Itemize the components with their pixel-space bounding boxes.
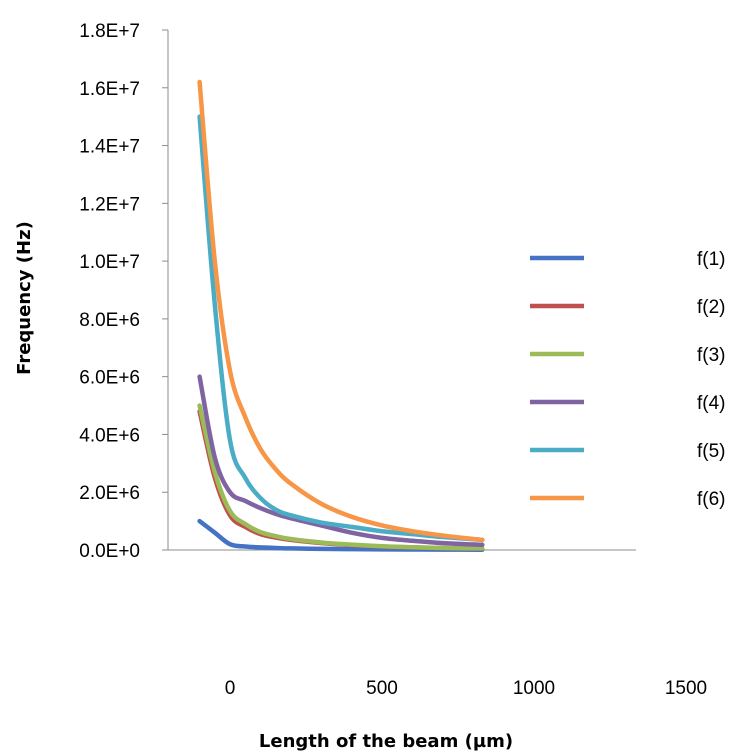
legend-label-3: f(3) bbox=[697, 345, 726, 366]
series-line-4 bbox=[197, 374, 485, 548]
y-tick-label: 4.0E+6 bbox=[79, 425, 140, 446]
y-tick-label: 6.0E+6 bbox=[79, 368, 140, 389]
legend-label-2: f(2) bbox=[697, 297, 726, 318]
x-tick-label: 0 bbox=[225, 678, 236, 699]
y-tick-label: 2.0E+6 bbox=[79, 483, 140, 504]
x-tick-label: 1500 bbox=[665, 678, 707, 699]
series-lines bbox=[197, 79, 485, 552]
x-axis-ticks: 0 500 1000 1500 bbox=[225, 678, 707, 699]
legend-label-1: f(1) bbox=[697, 249, 726, 270]
y-tick-label: 8.0E+6 bbox=[79, 310, 140, 331]
y-tick-label: 1.8E+7 bbox=[79, 21, 140, 42]
y-tick-label: 1.2E+7 bbox=[79, 194, 140, 215]
legend-label-4: f(4) bbox=[697, 393, 726, 414]
legend-label-6: f(6) bbox=[697, 489, 726, 510]
axes bbox=[167, 30, 636, 551]
series-line-3 bbox=[197, 403, 485, 551]
series-line-6 bbox=[197, 79, 485, 543]
y-tick-label: 1.0E+7 bbox=[79, 252, 140, 273]
legend-label-5: f(5) bbox=[697, 441, 726, 462]
y-tick-label: 1.4E+7 bbox=[79, 137, 140, 158]
x-axis-title: Length of the beam (µm) bbox=[259, 731, 513, 752]
series-line-5 bbox=[197, 114, 485, 543]
x-tick-label: 1000 bbox=[513, 678, 555, 699]
y-tick-label: 0.0E+0 bbox=[79, 541, 140, 562]
y-axis-title: Frequency (Hz) bbox=[14, 221, 35, 375]
x-tick-label: 500 bbox=[366, 678, 398, 699]
legend: f(1) f(2) f(3) f(4) f(5) f(6) bbox=[530, 249, 726, 510]
y-tick-label: 1.6E+7 bbox=[79, 79, 140, 100]
y-axis-ticks: 0.0E+0 2.0E+6 4.0E+6 6.0E+6 8.0E+6 1.0E+7 1.2E… bbox=[79, 21, 168, 562]
